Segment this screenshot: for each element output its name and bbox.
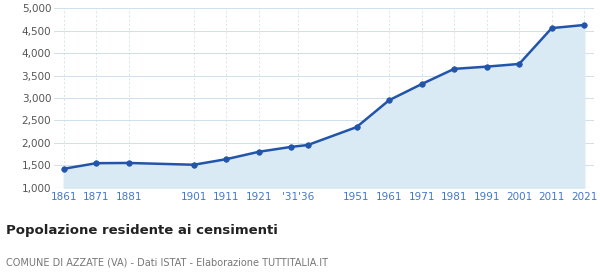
Text: Popolazione residente ai censimenti: Popolazione residente ai censimenti (6, 224, 278, 237)
Text: COMUNE DI AZZATE (VA) - Dati ISTAT - Elaborazione TUTTITALIA.IT: COMUNE DI AZZATE (VA) - Dati ISTAT - Ela… (6, 258, 328, 268)
